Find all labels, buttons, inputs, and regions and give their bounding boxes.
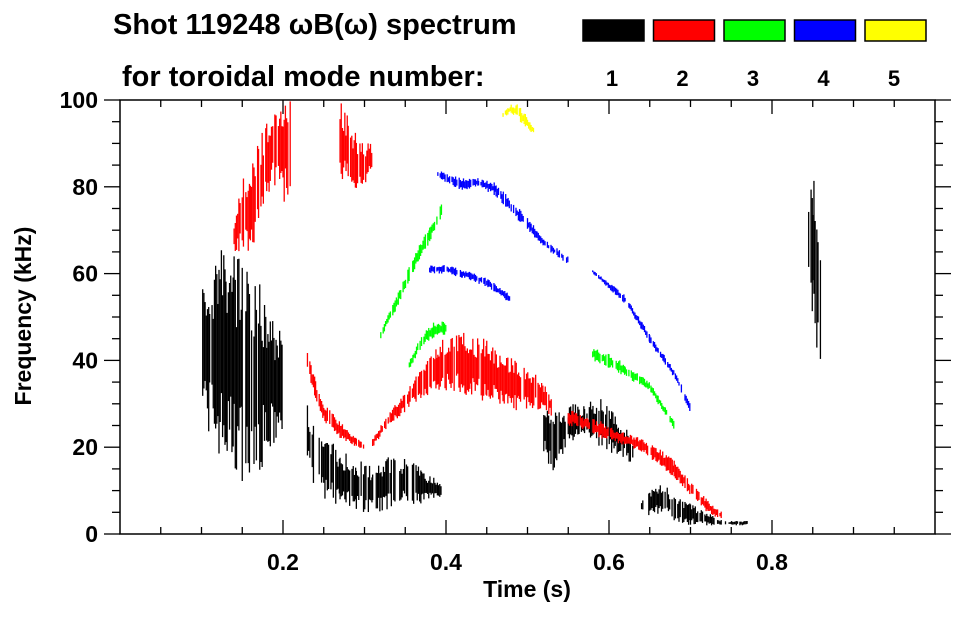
y-axis-label: Frequency (kHz) [10,227,36,406]
spectral-features [202,101,822,526]
y-tick-label: 40 [72,347,98,373]
mode-1-feature [640,485,748,526]
mode-3-feature [592,349,675,429]
mode-1-feature [202,250,283,482]
y-tick-label: 100 [60,87,98,113]
legend-label-mode-3: 3 [747,66,759,91]
mode-2-feature [339,103,373,188]
legend-swatch-mode-2 [652,19,716,42]
legend-swatch-mode-4 [793,19,857,42]
mode-4-feature [592,270,691,411]
x-axis-label: Time (s) [483,576,571,602]
y-tick-label: 20 [72,434,98,460]
x-tick-label: 0.6 [593,549,625,575]
mode-1-feature [808,180,822,359]
legend-label-mode-1: 1 [606,66,618,91]
mode-4-feature [429,265,511,301]
mode-2-feature [233,101,291,252]
legend: 1 2 3 4 5 [582,19,927,91]
mode-5-feature [502,104,535,133]
legend-label-mode-4: 4 [817,66,830,91]
mode-3-feature [380,204,443,339]
chart-subtitle: for toroidal mode number: [122,61,485,93]
axes: 0.2 0.4 0.6 0.8 0 20 40 60 80 100 [60,87,951,575]
y-tick-label: 0 [85,521,98,547]
legend-swatch-mode-5 [864,19,927,42]
legend-swatch-mode-1 [582,19,645,42]
mode-2-feature [306,353,365,449]
mode-1-feature [306,405,442,513]
legend-label-mode-5: 5 [888,66,900,91]
legend-label-mode-2: 2 [676,66,688,91]
mode-3-feature [408,321,447,368]
y-tick-label: 60 [72,261,98,287]
mode-4-feature [437,171,569,263]
mode-2-feature [567,410,722,519]
chart-title: Shot 119248 ωB(ω) spectrum [113,9,517,41]
x-tick-label: 0.2 [267,549,299,575]
y-tick-label: 80 [72,174,98,200]
mode-2-feature [371,332,552,447]
x-tick-label: 0.4 [430,549,462,575]
legend-swatch-mode-3 [723,19,786,42]
x-tick-label: 0.8 [756,549,788,575]
